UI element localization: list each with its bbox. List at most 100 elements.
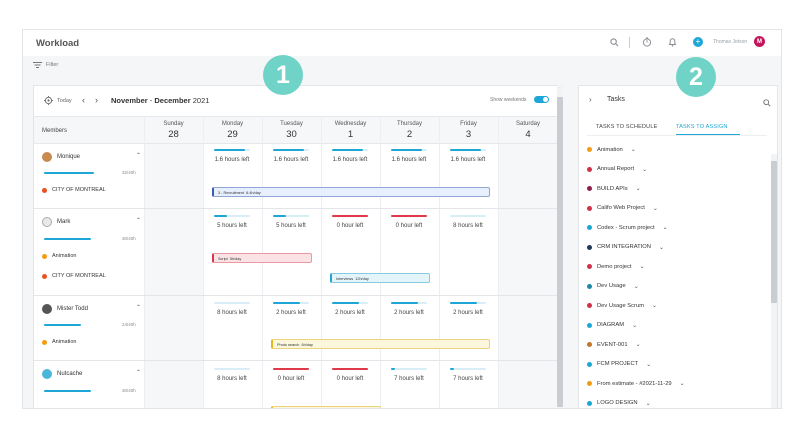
load-bar [391, 149, 427, 159]
day-header: Thursday 2 [380, 116, 439, 144]
today-button[interactable]: Today [44, 96, 72, 105]
project-item[interactable]: EVENT-001 ⌄ [587, 341, 641, 348]
collapse-panel-chevron-icon[interactable]: › [589, 95, 592, 104]
tag-label: CITY OF MONTREAL [52, 187, 106, 193]
day-name: Monday [221, 121, 244, 127]
expand-chevron-icon[interactable]: ⌄ [630, 147, 636, 153]
previous-arrow-icon[interactable]: ‹ [82, 95, 85, 105]
hours-left: 8 hours left [453, 223, 483, 229]
expand-chevron-icon[interactable]: ⌄ [662, 225, 668, 231]
project-item[interactable]: Animation ⌄ [587, 146, 636, 153]
grid-line [439, 116, 440, 408]
project-label: BUILD APIs [597, 185, 628, 192]
day-number: 29 [227, 129, 238, 140]
avatar [42, 152, 52, 162]
day-name: Saturday [515, 121, 540, 127]
project-item[interactable]: Annual Report ⌄ [587, 166, 647, 173]
event-bar[interactable]: 3 - Recruitment 6.4h/day [212, 187, 490, 197]
project-item[interactable]: FCM PROJECT ⌄ [587, 361, 651, 368]
panel-search-icon[interactable] [763, 94, 771, 112]
panel-scrollbar-thumb[interactable] [771, 161, 777, 303]
expand-chevron-icon[interactable]: ⌄ [679, 381, 685, 387]
range-start: November [111, 96, 148, 105]
tasks-panel: › Tasks TASKS TO SCHEDULE TASKS TO ASSIG… [578, 85, 778, 408]
tab-tasks-to-schedule[interactable]: TASKS TO SCHEDULE [596, 124, 658, 130]
project-label: From estimate - #2021-11-29 [597, 380, 672, 387]
collapse-chevron-icon[interactable]: ⌃ [136, 153, 142, 159]
expand-chevron-icon[interactable]: ⌄ [652, 205, 658, 212]
collapse-chevron-icon[interactable]: ⌃ [136, 305, 142, 311]
bell-icon[interactable] [666, 36, 678, 48]
expand-chevron-icon[interactable]: ⌄ [635, 342, 641, 348]
hours-left: 8 hours left [217, 310, 247, 316]
hours-left: 7 hours left [453, 376, 483, 382]
project-item[interactable]: Dev Usage Scrum ⌄ [587, 302, 657, 309]
member-name-label: Mark [57, 219, 71, 225]
project-color-dot [587, 186, 592, 191]
hours-left: 2 hours left [453, 310, 483, 316]
tag-dot [42, 273, 47, 279]
calendar-scrollbar-thumb[interactable] [557, 97, 563, 407]
expand-chevron-icon[interactable]: ⌄ [659, 244, 665, 251]
top-bar: Workload + Thomas Jetson M [23, 30, 781, 56]
day-header: Friday 3 [439, 116, 498, 144]
event-bar[interactable]: Photo search 6h/day [271, 339, 490, 349]
day-name: Sunday [163, 121, 184, 127]
event-bar[interactable]: Script 5h/day [212, 253, 312, 263]
callout-badge-2: 2 [676, 57, 716, 97]
user-name[interactable]: Thomas Jetson [713, 39, 748, 45]
event-bar[interactable]: Interviews 12h/day [330, 273, 430, 283]
project-color-dot [587, 264, 592, 269]
row-divider [34, 295, 558, 296]
project-item[interactable]: DIAGRAM ⌄ [587, 322, 637, 329]
tab-tasks-to-assign[interactable]: TASKS TO ASSIGN [676, 124, 728, 130]
day-header: Wednesday 1 [321, 116, 380, 144]
expand-chevron-icon[interactable]: ⌄ [639, 264, 645, 270]
hours-left: 1.6 hours left [450, 157, 486, 163]
show-weekends-toggle[interactable] [534, 96, 549, 103]
project-item[interactable]: Demo project ⌄ [587, 263, 645, 270]
expand-chevron-icon[interactable]: ⌄ [632, 322, 638, 329]
project-item[interactable]: LOGO DESIGN ⌄ [587, 400, 651, 407]
member-name-label: Nutcache [57, 371, 83, 377]
collapse-chevron-icon[interactable]: ⌃ [136, 370, 142, 376]
callout-badge-1: 1 [263, 55, 303, 95]
collapse-chevron-icon[interactable]: ⌃ [136, 218, 142, 224]
next-arrow-icon[interactable]: › [95, 95, 98, 105]
target-icon [44, 96, 53, 105]
project-label: Demo project [597, 263, 632, 270]
filter-button[interactable]: Filter [33, 62, 58, 68]
project-color-dot [587, 381, 592, 386]
project-label: LOGO DESIGN [597, 400, 638, 406]
weekend-column [144, 144, 203, 408]
expand-chevron-icon[interactable]: ⌄ [646, 361, 652, 368]
day-number: 30 [286, 129, 297, 140]
project-item[interactable]: From estimate - #2021-11-29 ⌄ [587, 380, 685, 387]
project-item[interactable]: Codex - Scrum project ⌄ [587, 224, 668, 231]
add-button[interactable]: + [693, 37, 703, 47]
expand-chevron-icon[interactable]: ⌄ [645, 400, 651, 407]
expand-chevron-icon[interactable]: ⌄ [642, 166, 648, 173]
timer-icon[interactable] [641, 36, 653, 48]
project-item[interactable]: CRM INTEGRATION ⌄ [587, 244, 664, 251]
event-bar[interactable] [271, 406, 381, 408]
expand-chevron-icon[interactable]: ⌄ [635, 186, 641, 192]
expand-chevron-icon[interactable]: ⌄ [652, 303, 658, 309]
event-rate: 5h/day [229, 257, 242, 261]
grid-line [321, 116, 322, 408]
project-item[interactable]: BUILD APIs ⌄ [587, 185, 641, 192]
expand-chevron-icon[interactable]: ⌄ [633, 283, 639, 290]
day-number: 28 [168, 129, 179, 140]
project-item[interactable]: Dev Usage ⌄ [587, 283, 639, 290]
member-name[interactable]: Monique [42, 152, 80, 162]
user-avatar[interactable]: M [754, 36, 765, 47]
tag-label: CITY OF MONTREAL [52, 273, 106, 279]
member-tag: CITY OF MONTREAL [42, 187, 106, 193]
range-year: 2021 [192, 96, 210, 105]
load-bar [450, 215, 486, 225]
project-item[interactable]: Califo Web Project ⌄ [587, 205, 658, 212]
member-name[interactable]: Mark [42, 217, 70, 227]
search-icon[interactable] [608, 36, 620, 48]
member-name[interactable]: Mister Todd [42, 304, 88, 314]
member-name[interactable]: Nutcache [42, 369, 82, 379]
